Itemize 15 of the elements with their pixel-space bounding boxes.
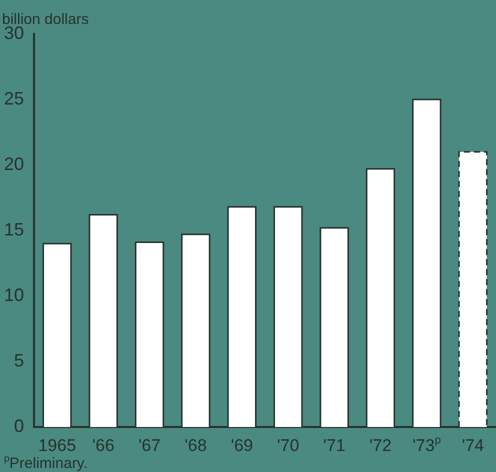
y-tick-label: 20 xyxy=(4,154,24,174)
y-tick-label: 5 xyxy=(14,350,24,370)
x-tick-label: '68 xyxy=(184,436,207,455)
x-tick-label: '74 xyxy=(462,436,484,455)
x-tick-label: '67 xyxy=(138,436,161,455)
x-tick-label: 1965 xyxy=(38,436,76,455)
y-tick-label: 10 xyxy=(4,284,24,305)
y-tick-label: 0 xyxy=(14,416,24,436)
y-tick-label: 25 xyxy=(4,88,24,108)
x-tick-label: '69 xyxy=(230,436,253,455)
x-tick-label: '70 xyxy=(277,436,300,455)
y-tick-label: 15 xyxy=(4,219,24,240)
x-tick-label: '71 xyxy=(323,436,346,455)
x-tick-label: '72 xyxy=(369,436,392,455)
x-tick-label: '66 xyxy=(92,436,114,455)
